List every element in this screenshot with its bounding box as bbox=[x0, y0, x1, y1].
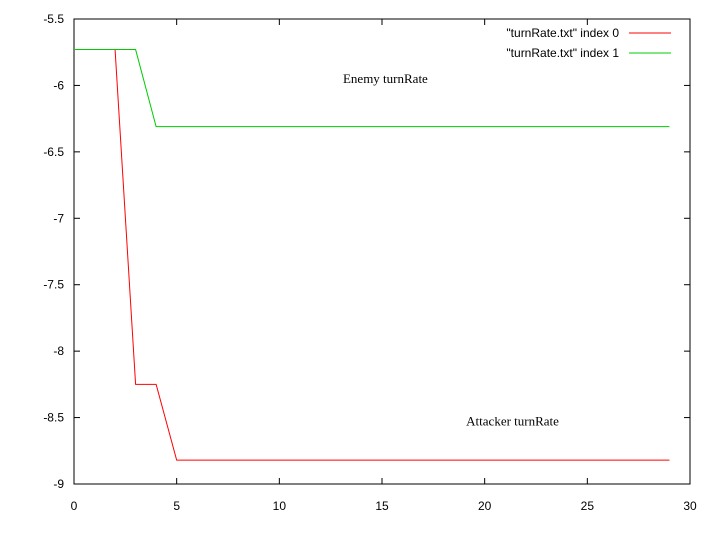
x-tick-label: 25 bbox=[581, 499, 595, 513]
y-tick-label: -6.5 bbox=[43, 145, 64, 159]
x-tick-label: 30 bbox=[683, 499, 697, 513]
y-tick-label: -8.5 bbox=[43, 411, 64, 425]
y-tick-label: -7.5 bbox=[43, 278, 64, 292]
y-tick-label: -9 bbox=[53, 477, 64, 491]
series-line-1 bbox=[74, 49, 670, 128]
annotation-label: Enemy turnRate bbox=[343, 71, 428, 86]
legend-label: "turnRate.txt" index 1 bbox=[506, 46, 619, 60]
legend: "turnRate.txt" index 0 "turnRate.txt" ind… bbox=[506, 26, 671, 60]
annotation-label: Attacker turnRate bbox=[466, 414, 559, 429]
x-tick-labels: 0 5 10 15 20 25 30 bbox=[71, 499, 697, 513]
x-tick-label: 15 bbox=[375, 499, 389, 513]
x-tick-label: 0 bbox=[71, 499, 78, 513]
y-tick-labels: -5.5 -6 -6.5 -7 -7.5 -8 -8.5 -9 bbox=[43, 12, 64, 491]
axis-ticks bbox=[73, 18, 691, 485]
plot-frame bbox=[73, 18, 691, 485]
y-tick-label: -8 bbox=[53, 344, 64, 358]
legend-label: "turnRate.txt" index 0 bbox=[506, 26, 619, 40]
annotations: Enemy turnRate Attacker turnRate bbox=[343, 71, 559, 429]
x-tick-label: 5 bbox=[173, 499, 180, 513]
y-tick-label: -5.5 bbox=[43, 12, 64, 26]
x-tick-label: 20 bbox=[478, 499, 492, 513]
y-tick-label: -6 bbox=[53, 78, 64, 92]
series-line-0 bbox=[74, 49, 670, 461]
x-tick-label: 10 bbox=[273, 499, 287, 513]
series-lines bbox=[74, 49, 670, 461]
y-tick-label: -7 bbox=[53, 211, 64, 225]
